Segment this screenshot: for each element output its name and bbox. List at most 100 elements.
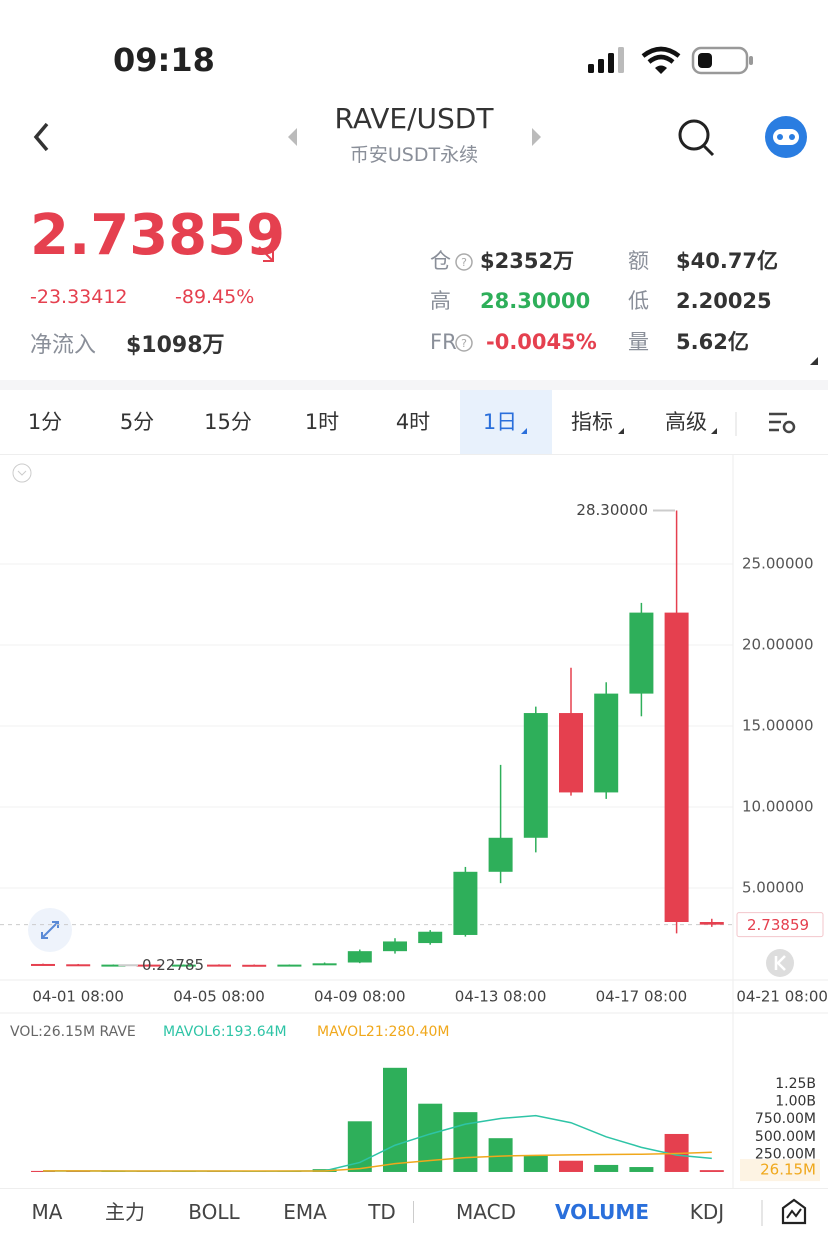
status-time: 09:18	[113, 41, 215, 79]
divider	[0, 380, 828, 390]
divider	[0, 1188, 828, 1189]
pair-subtitle: 币安USDT永续	[349, 144, 479, 166]
stat-value: 5.62亿	[676, 330, 749, 354]
indicator-tab[interactable]: MA	[31, 1200, 63, 1224]
kline-chart: 5.00000 10.00000 15.00000 20.00000 25.00000 0…	[0, 455, 828, 1188]
indicator-tab[interactable]: EMA	[283, 1200, 327, 1224]
expand-triangle[interactable]	[808, 355, 820, 367]
selected-tab-bg	[460, 390, 552, 454]
stat-value: 28.30000	[480, 289, 591, 313]
indicator-tab[interactable]: MACD	[456, 1200, 516, 1224]
candle-body	[101, 964, 126, 967]
indicator-tab[interactable]: BOLL	[188, 1200, 240, 1224]
candle-body	[207, 964, 231, 967]
draw-tool-icon[interactable]	[760, 1196, 820, 1230]
timeframe-tab[interactable]: 4时	[395, 410, 431, 434]
stat-label: 低	[628, 289, 649, 313]
volume-bar	[383, 1067, 407, 1172]
advanced-menu[interactable]: 高级	[665, 410, 707, 434]
last-price: 2.73859	[30, 203, 286, 268]
timeframe-tab[interactable]: 15分	[204, 410, 252, 434]
stat-label: 额	[628, 249, 649, 273]
stat-value: -0.0045%	[486, 330, 597, 354]
last-price-label: 2.73859	[747, 916, 809, 934]
timeframe-tab[interactable]: 1时	[304, 410, 340, 434]
search-button[interactable]	[678, 119, 710, 151]
min-label: 0.22785	[142, 956, 204, 974]
last-volume-box	[740, 1159, 820, 1182]
volume-bar	[453, 1112, 478, 1172]
status-icons	[588, 46, 753, 75]
separator	[413, 1201, 414, 1223]
indicator-tab[interactable]: TD	[368, 1200, 396, 1224]
settings-icon[interactable]	[769, 412, 796, 434]
stat-label: FR	[430, 330, 457, 354]
ma-line	[43, 1114, 712, 1172]
volume-bar	[523, 1155, 548, 1172]
candle-body	[523, 713, 548, 838]
legend-entry: MAVOL6:193.64M	[163, 1024, 287, 1040]
y-tick-label: 15.00000	[742, 717, 814, 735]
candle-body	[453, 871, 478, 935]
x-tick-label: 04-17 08:00	[596, 988, 688, 1006]
help-icons: ? ?	[455, 253, 473, 352]
candle-body	[347, 951, 372, 963]
pair-title[interactable]: RAVE/USDT	[334, 102, 494, 135]
legend-entry: VOL:26.15M RAVE	[10, 1024, 136, 1040]
timeframe-tab-selected[interactable]: 1日	[482, 410, 518, 434]
candle-body	[312, 963, 337, 966]
x-tick-label: 04-21 08:00	[736, 988, 828, 1006]
candle-body	[136, 964, 161, 967]
y-tick-label: 500.00M	[755, 1129, 816, 1145]
last-volume-label: 26.15M	[760, 1161, 816, 1179]
y-tick-label: 20.00000	[742, 636, 814, 654]
indicator-tab-selected[interactable]: VOLUME	[555, 1200, 649, 1224]
volume-bar	[559, 1160, 583, 1172]
y-tick-label: 10.00000	[742, 797, 814, 815]
candle-body	[66, 964, 91, 967]
last-price-box	[736, 912, 824, 938]
candle-body	[664, 612, 689, 923]
volume-bar	[699, 1170, 724, 1172]
y-tick-label: 1.25B	[775, 1076, 816, 1092]
candle-body	[242, 964, 267, 967]
indicator-tab[interactable]: KDJ	[689, 1200, 725, 1224]
scroll-latest-button[interactable]	[766, 949, 794, 977]
price-change: -23.33412	[30, 286, 128, 308]
svg-text:?: ?	[461, 337, 467, 350]
indicator-menu[interactable]: 指标	[571, 410, 613, 434]
volume-bar	[488, 1138, 513, 1172]
x-tick-label: 04-01 08:00	[32, 988, 124, 1006]
stat-label: 高	[430, 289, 451, 313]
stat-value: $40.77亿	[676, 249, 779, 273]
down-arrow	[258, 246, 274, 262]
candle-body	[629, 612, 654, 694]
y-tick-label: 750.00M	[755, 1111, 816, 1127]
candle-body	[277, 964, 302, 967]
price-change-pct: -89.45%	[175, 286, 255, 308]
indicator-tab[interactable]: 主力	[105, 1200, 145, 1224]
volume-bar	[594, 1164, 619, 1172]
y-tick-label: 250.00M	[755, 1146, 816, 1162]
volume-bar	[629, 1167, 654, 1172]
x-tick-label: 04-09 08:00	[314, 988, 406, 1006]
stat-value: 2.20025	[676, 289, 772, 313]
candle-body	[488, 837, 513, 872]
timeframe-tab[interactable]: 1分	[27, 410, 63, 434]
timeframe-tab[interactable]: 5分	[119, 410, 155, 434]
x-tick-label: 04-13 08:00	[455, 988, 547, 1006]
y-tick-label: 5.00000	[742, 878, 804, 896]
volume-bar	[347, 1121, 372, 1172]
max-label: 28.30000	[576, 501, 648, 519]
divider	[0, 454, 828, 455]
net-inflow: $1098万	[126, 333, 225, 358]
y-tick-label: 1.00B	[775, 1094, 816, 1110]
candle-body	[418, 931, 443, 944]
back-button[interactable]	[33, 122, 49, 152]
ma-line	[43, 1151, 712, 1172]
tab-icons	[521, 412, 796, 436]
candle-body	[383, 941, 407, 952]
candle-body	[31, 963, 55, 966]
stat-label: 仓	[430, 249, 451, 273]
